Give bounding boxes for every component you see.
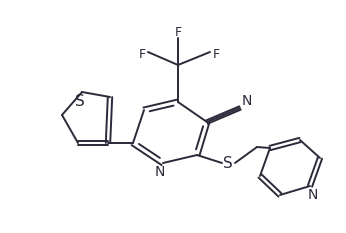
Text: S: S [223, 155, 233, 171]
Text: N: N [308, 188, 318, 202]
Text: F: F [174, 27, 182, 40]
Text: N: N [242, 94, 252, 108]
Text: S: S [75, 93, 85, 109]
Text: F: F [212, 48, 220, 61]
Text: N: N [155, 165, 165, 179]
Text: F: F [138, 48, 146, 61]
